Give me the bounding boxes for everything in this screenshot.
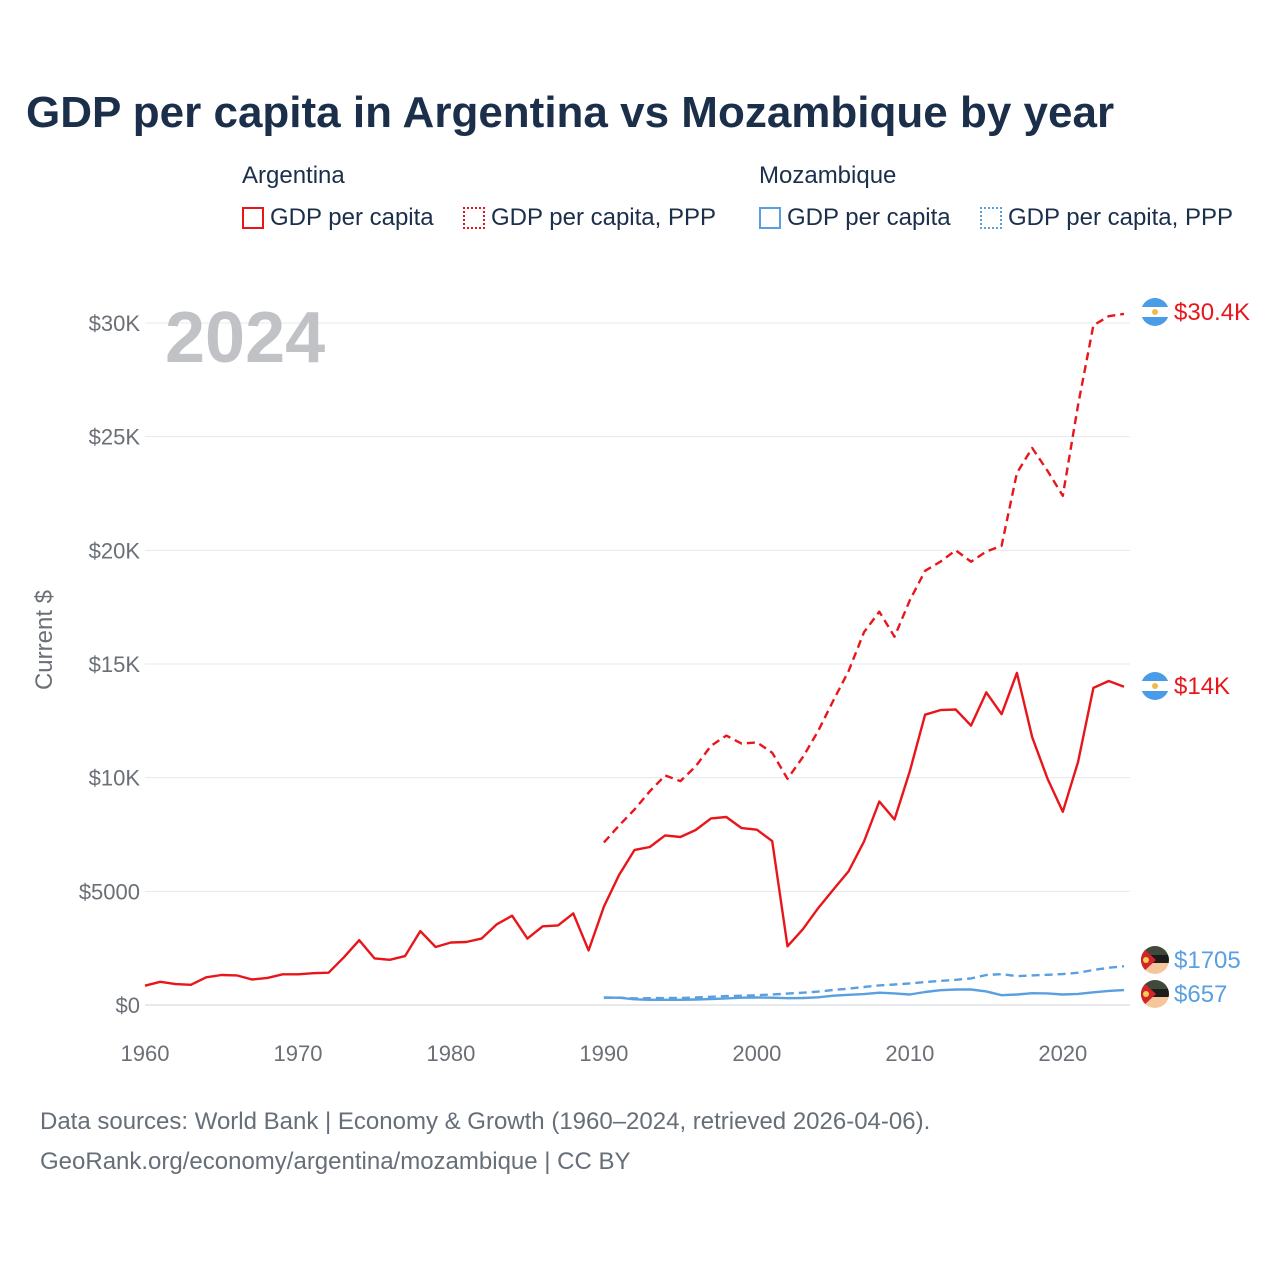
legend-group-argentina: Argentina bbox=[242, 162, 345, 189]
legend-item-mozambique-gdp[interactable]: GDP per capita bbox=[759, 204, 951, 232]
legend-swatch-dotted-blue bbox=[980, 207, 1002, 229]
y-tick-label: $0 bbox=[116, 993, 140, 1018]
end-label-mozambique-ppp: $1705 bbox=[1174, 947, 1241, 974]
footer-credit: GeoRank.org/economy/argentina/mozambique… bbox=[40, 1148, 631, 1175]
legend-swatch-dotted-red bbox=[463, 207, 485, 229]
x-tick-label: 1960 bbox=[121, 1041, 170, 1066]
x-tick-label: 1970 bbox=[273, 1041, 322, 1066]
y-tick-label: $20K bbox=[89, 538, 141, 563]
legend-label: GDP per capita, PPP bbox=[491, 204, 716, 231]
legend-label: GDP per capita bbox=[787, 204, 951, 231]
x-tick-label: 2020 bbox=[1038, 1041, 1087, 1066]
mozambique-flag-icon bbox=[1141, 946, 1169, 974]
legend-label: GDP per capita bbox=[270, 204, 434, 231]
y-tick-label: $15K bbox=[89, 652, 141, 677]
legend-item-argentina-gdp[interactable]: GDP per capita bbox=[242, 204, 434, 232]
legend-swatch-solid-blue bbox=[759, 207, 781, 229]
series-line-3[interactable] bbox=[603, 988, 1125, 1001]
legend-swatch-solid-red bbox=[242, 207, 264, 229]
legend-item-argentina-ppp[interactable]: GDP per capita, PPP bbox=[463, 204, 716, 232]
y-tick-label: $10K bbox=[89, 766, 141, 791]
series-line-4[interactable] bbox=[603, 965, 1125, 1000]
legend-item-mozambique-ppp[interactable]: GDP per capita, PPP bbox=[980, 204, 1233, 232]
series-line-2[interactable] bbox=[603, 312, 1125, 844]
mozambique-flag-icon bbox=[1141, 980, 1169, 1008]
x-tick-label: 2010 bbox=[885, 1041, 934, 1066]
x-tick-label: 1990 bbox=[579, 1041, 628, 1066]
y-axis-title: Current $ bbox=[31, 590, 58, 690]
x-tick-label: 1980 bbox=[426, 1041, 475, 1066]
end-label-mozambique-gdp: $657 bbox=[1174, 981, 1227, 1008]
end-label-argentina-gdp: $14K bbox=[1174, 673, 1230, 700]
x-tick-label: 2000 bbox=[732, 1041, 781, 1066]
argentina-flag-icon bbox=[1141, 298, 1169, 326]
y-tick-label: $25K bbox=[89, 425, 141, 450]
argentina-flag-icon bbox=[1141, 672, 1169, 700]
series-line-1[interactable] bbox=[144, 671, 1125, 987]
end-label-argentina-ppp: $30.4K bbox=[1174, 299, 1250, 326]
legend-group-mozambique: Mozambique bbox=[759, 162, 897, 189]
y-tick-label: $30K bbox=[89, 311, 141, 336]
legend-label: GDP per capita, PPP bbox=[1008, 204, 1233, 231]
footer-sources: Data sources: World Bank | Economy & Gro… bbox=[40, 1108, 931, 1135]
year-watermark: 2024 bbox=[165, 298, 325, 378]
chart-title: GDP per capita in Argentina vs Mozambiqu… bbox=[26, 88, 1115, 137]
y-tick-label: $5000 bbox=[79, 879, 140, 904]
